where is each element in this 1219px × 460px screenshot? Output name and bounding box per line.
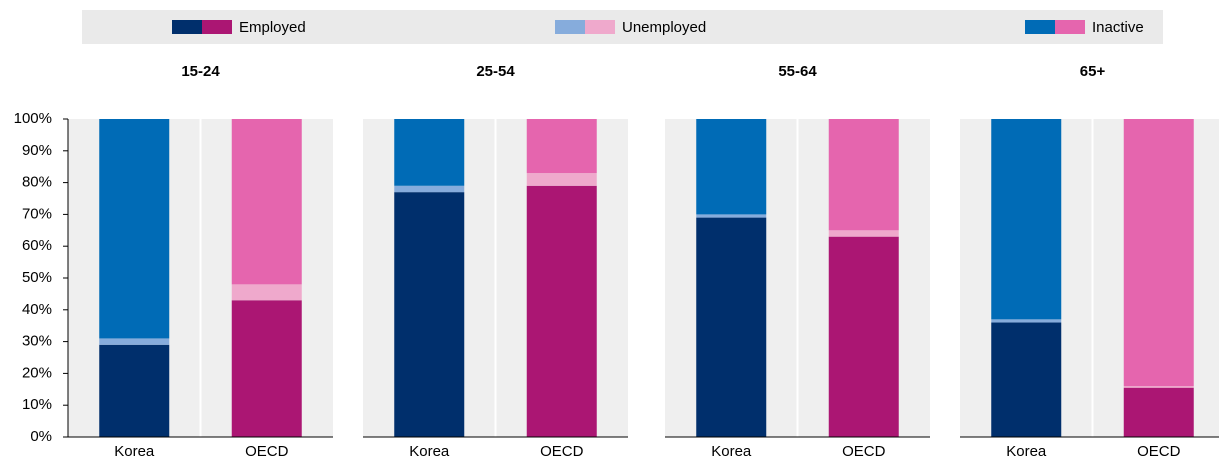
y-tick-label: 90% (22, 142, 52, 159)
legend-swatch (585, 20, 615, 34)
legend-swatch (172, 20, 202, 34)
y-tick-label: 70% (22, 205, 52, 222)
y-tick-label: 60% (22, 237, 52, 254)
legend-swatch (1025, 20, 1055, 34)
x-tick-label: OECD (1137, 443, 1181, 460)
bar-segment (1123, 119, 1194, 387)
panel-title: 55-64 (778, 63, 817, 80)
legend-swatch (202, 20, 232, 34)
bar-segment (991, 119, 1062, 320)
bar-segment (828, 230, 899, 237)
bar-segment (1123, 387, 1194, 437)
bar-segment (696, 214, 767, 218)
bar-segment (526, 185, 597, 437)
legend-label: Inactive (1092, 19, 1144, 36)
bar-segment (991, 322, 1062, 437)
y-tick-label: 100% (14, 110, 52, 127)
bar-segment (828, 119, 899, 231)
x-tick-label: Korea (114, 443, 155, 460)
bar-segment (231, 119, 302, 285)
y-tick-label: 0% (30, 428, 52, 445)
panel-title: 25-54 (476, 63, 515, 80)
bar-segment (526, 173, 597, 186)
legend-band (82, 10, 1163, 44)
bar-segment (696, 119, 767, 215)
bar-segment (394, 192, 465, 437)
y-tick-label: 20% (22, 364, 52, 381)
panel-title: 65+ (1080, 63, 1106, 80)
bar-segment (991, 319, 1062, 323)
legend-swatch (555, 20, 585, 34)
legend-swatch (1055, 20, 1085, 34)
bar-segment (99, 344, 170, 437)
x-tick-label: Korea (711, 443, 752, 460)
bar-segment (99, 338, 170, 345)
bar-segment (1123, 386, 1194, 388)
bar-segment (696, 217, 767, 437)
x-tick-label: OECD (540, 443, 584, 460)
bar-segment (394, 119, 465, 186)
bar-segment (394, 185, 465, 193)
legend-label: Employed (239, 19, 306, 36)
y-tick-label: 50% (22, 269, 52, 286)
bar-segment (231, 300, 302, 437)
bar-segment (828, 236, 899, 437)
y-tick-label: 40% (22, 301, 52, 318)
bar-segment (99, 119, 170, 339)
y-tick-label: 30% (22, 333, 52, 350)
x-tick-label: OECD (842, 443, 886, 460)
y-tick-label: 80% (22, 174, 52, 191)
x-tick-label: Korea (1006, 443, 1047, 460)
y-tick-label: 10% (22, 396, 52, 413)
bar-segment (526, 119, 597, 174)
x-tick-label: OECD (245, 443, 289, 460)
bar-segment (231, 284, 302, 301)
legend-label: Unemployed (622, 19, 706, 36)
x-tick-label: Korea (409, 443, 450, 460)
panel-title: 15-24 (181, 63, 220, 80)
